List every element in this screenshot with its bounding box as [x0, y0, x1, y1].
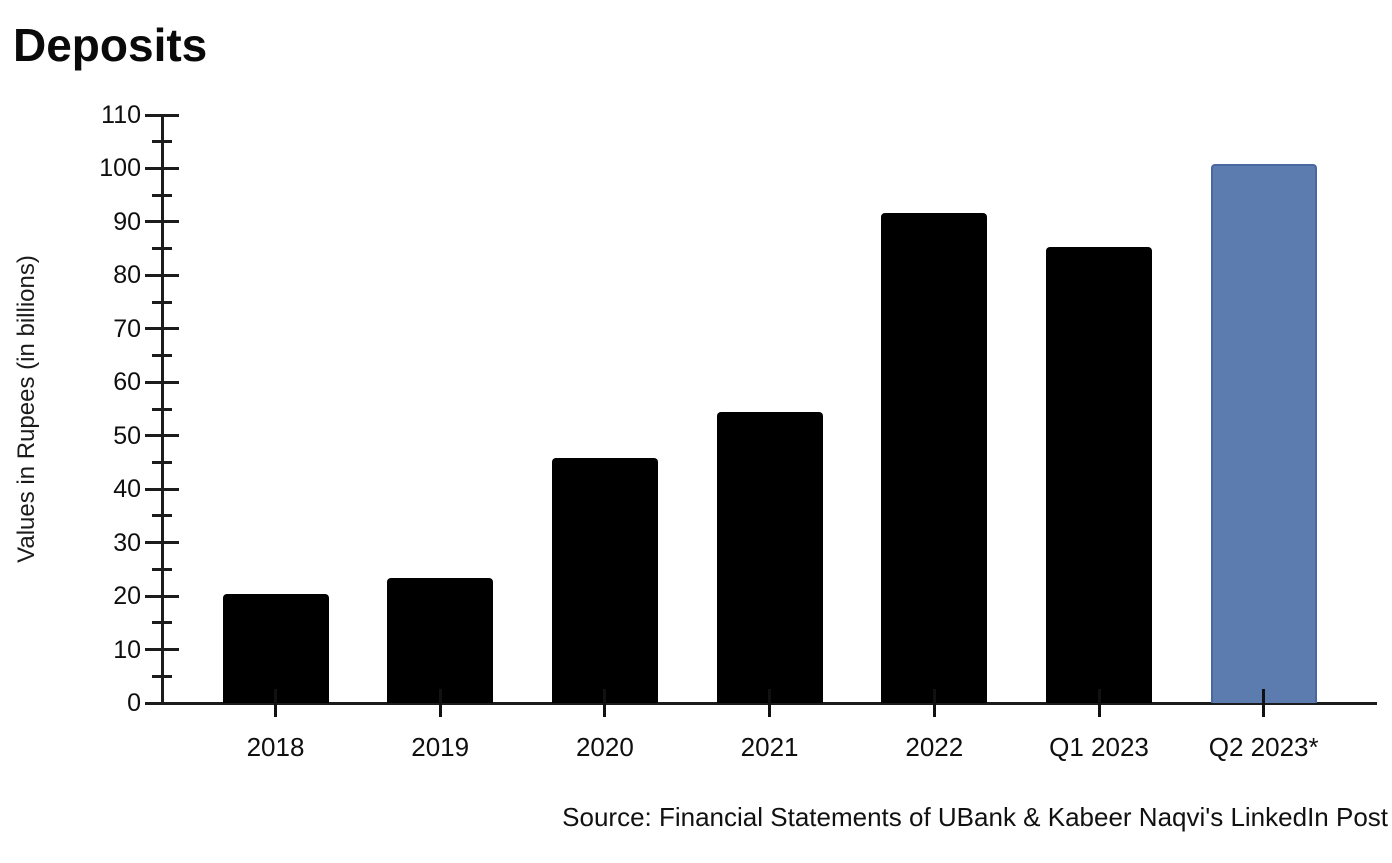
- y-minor-tick: [152, 567, 172, 571]
- x-tick-label: 2022: [905, 732, 964, 762]
- y-tick-label: 90: [113, 207, 141, 236]
- x-tick-label: Q1 2023: [1049, 732, 1149, 762]
- y-major-tick: [145, 701, 179, 705]
- y-minor-tick: [152, 193, 172, 197]
- y-minor-tick: [152, 300, 172, 304]
- chart-title: Deposits: [13, 19, 208, 71]
- x-tick: [438, 689, 442, 717]
- y-axis-title: Values in Rupees (in billions): [13, 255, 40, 563]
- x-tick-label: 2019: [411, 732, 470, 762]
- y-tick-label: 70: [113, 314, 141, 343]
- y-major-tick: [145, 648, 179, 652]
- x-tick-label: 2020: [575, 732, 634, 762]
- y-major-tick: [145, 594, 179, 598]
- y-major-tick: [145, 166, 179, 170]
- y-major-tick: [145, 220, 179, 224]
- y-tick-label: 110: [101, 101, 141, 129]
- x-tick: [932, 689, 936, 717]
- y-major-tick: [145, 273, 179, 277]
- y-minor-tick: [152, 354, 172, 358]
- y-major-tick: [145, 541, 179, 545]
- y-minor-tick: [152, 407, 172, 411]
- y-tick-label: 60: [113, 368, 141, 397]
- y-tick-label: 20: [113, 582, 141, 611]
- y-minor-tick: [152, 621, 172, 625]
- x-tick-label: Q2 2023*: [1208, 732, 1319, 762]
- y-major-tick: [145, 113, 179, 117]
- y-tick-label: 50: [113, 421, 141, 450]
- y-major-tick: [145, 487, 179, 491]
- bar-2019: [387, 578, 494, 703]
- bar-2020: [551, 458, 658, 703]
- y-tick-label: 40: [113, 475, 141, 504]
- y-minor-tick: [152, 140, 172, 144]
- y-tick-label: 80: [113, 261, 141, 290]
- y-major-tick: [145, 380, 179, 384]
- y-tick-label: 10: [113, 635, 141, 664]
- source-note: Source: Financial Statements of UBank & …: [562, 802, 1388, 832]
- x-tick: [768, 689, 772, 717]
- y-minor-tick: [152, 247, 172, 251]
- x-tick-label: 2021: [740, 732, 799, 762]
- y-minor-tick: [152, 674, 172, 678]
- bar-q2-2023: [1210, 163, 1317, 703]
- y-minor-tick: [152, 514, 172, 518]
- x-tick: [274, 689, 277, 717]
- y-major-tick: [145, 434, 179, 438]
- bar-2022: [881, 212, 988, 703]
- y-minor-tick: [152, 460, 172, 464]
- y-tick-label: 30: [113, 528, 141, 557]
- y-tick-label: 100: [99, 154, 141, 183]
- x-tick: [1097, 689, 1101, 717]
- y-major-tick: [145, 327, 179, 331]
- bar-2018: [222, 593, 329, 703]
- x-tick-label: 2018: [246, 732, 305, 762]
- bar-2021: [716, 411, 823, 703]
- y-tick-label: 0: [127, 689, 141, 717]
- bar-q1-2023: [1046, 247, 1152, 703]
- x-tick: [1262, 689, 1266, 717]
- x-tick: [603, 689, 607, 717]
